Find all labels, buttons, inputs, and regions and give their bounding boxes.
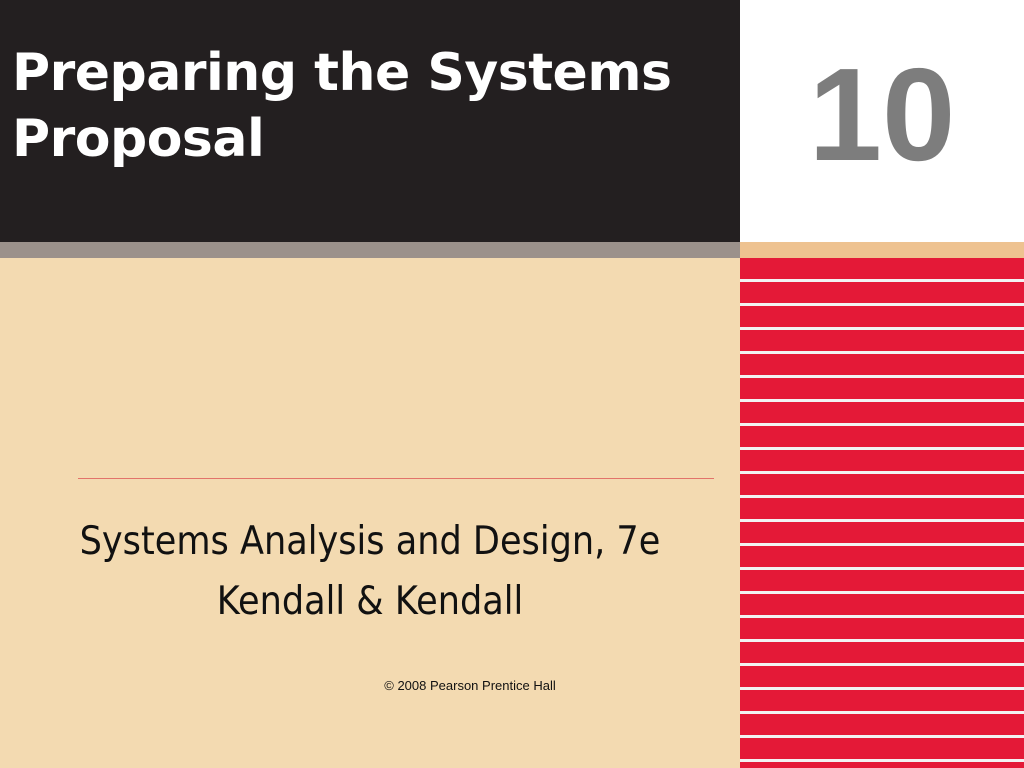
chapter-number-underbar — [740, 242, 1024, 258]
chapter-number: 10 — [808, 41, 956, 188]
decorative-stripes — [740, 258, 1024, 768]
subtitle: Systems Analysis and Design, 7e Kendall … — [37, 512, 703, 632]
copyright-notice: © 2008 Pearson Prentice Hall — [384, 678, 556, 693]
subtitle-authors: Kendall & Kendall — [216, 579, 524, 624]
chapter-number-box: 10 — [740, 0, 1024, 242]
divider-line — [78, 478, 714, 479]
title-underbar — [0, 242, 740, 258]
subtitle-book-title: Systems Analysis and Design, 7e — [79, 519, 661, 564]
slide-title: Preparing the Systems Proposal — [12, 43, 672, 169]
title-band: Preparing the Systems Proposal — [0, 0, 740, 242]
